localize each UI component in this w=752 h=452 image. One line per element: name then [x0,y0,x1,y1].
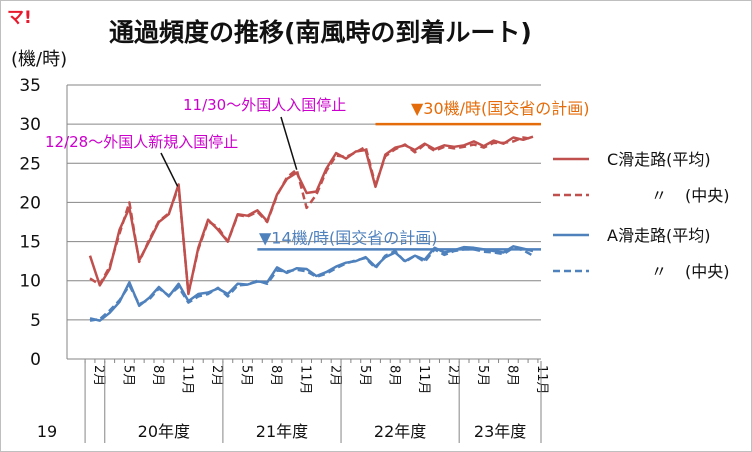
reference-label: ▼30機/時(国交省の計画) [411,99,590,118]
y-tick-label: 25 [19,154,41,174]
x-tick-label: 2月 [209,365,224,386]
annotation: 12/28〜外国人新規入国停止 [45,133,238,151]
x-tick-label: 8月 [504,365,519,386]
y-tick-label: 10 [19,272,41,292]
x-tick-label: 2月 [445,365,460,386]
legend-label: 〃 [651,186,667,205]
x-tick-label: 5月 [239,365,254,386]
series-line [89,246,534,322]
legend-label: (中央) [685,262,730,281]
chart-title: 通過頻度の推移(南風時の到着ルート) [109,18,532,47]
x-tick-label: 8月 [150,365,165,386]
x-tick-label: 5月 [475,365,490,386]
legend-label: C滑走路(平均) [607,150,711,169]
x-tick-label: 8月 [268,365,283,386]
y-tick-label: 5 [30,311,41,331]
legend-label: (中央) [685,186,730,205]
reference-label: ▼14機/時(国交省の計画) [259,228,438,247]
x-tick-label: 2月 [91,365,106,386]
series-line [89,245,534,322]
y-tick-label: 0 [30,350,41,370]
y-tick-label: 20 [19,193,41,213]
x-tick-label: 8月 [386,365,401,386]
annotation-leader [160,152,179,187]
logo-mark: マ! [7,8,32,28]
legend-label: A滑走路(平均) [607,226,710,245]
year-group-label: 19 [37,422,57,441]
x-tick-label: 11月 [180,365,195,395]
x-tick-label: 11月 [298,365,313,395]
x-tick-label: 2月 [327,365,342,386]
y-tick-label: 35 [19,76,41,96]
annotation-leader [280,116,298,170]
y-tick-label: 15 [19,233,41,253]
x-tick-label: 5月 [121,365,136,386]
year-group-label: 20年度 [138,422,190,441]
y-tick-label: 30 [19,115,41,135]
series-line [89,136,534,295]
x-tick-label: 5月 [357,365,372,386]
x-tick-label: 11月 [416,365,431,395]
series-line [88,135,534,296]
year-group-label: 22年度 [374,422,426,441]
year-group-label: 21年度 [256,422,308,441]
legend-label: 〃 [651,262,667,281]
year-group-label: 23年度 [474,422,526,441]
annotation: 11/30〜外国人入国停止 [183,96,346,114]
y-axis-label: (機/時) [11,49,68,70]
